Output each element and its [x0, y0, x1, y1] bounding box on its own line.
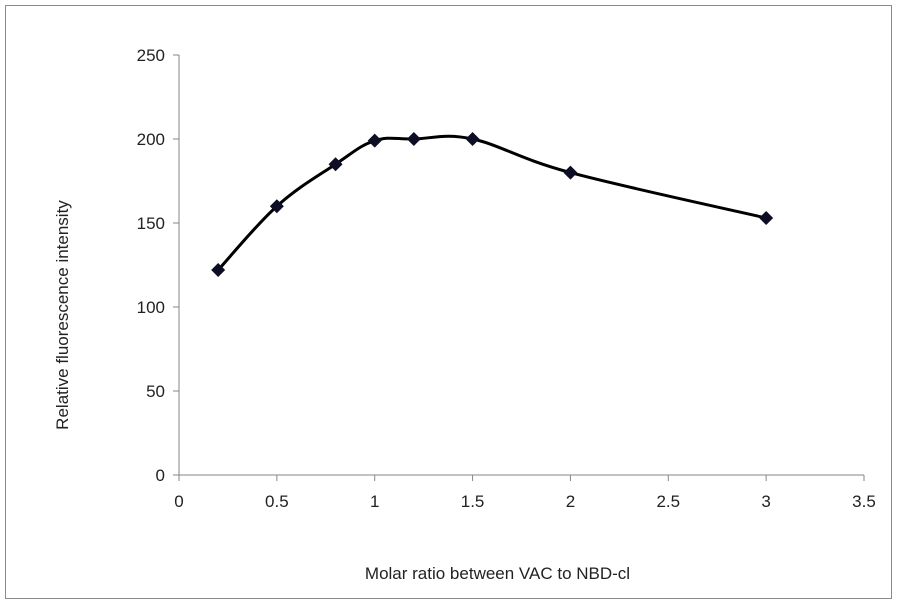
- data-point-marker: [328, 157, 343, 172]
- y-tick-label: 250: [137, 46, 165, 65]
- x-tick-label: 3.5: [852, 492, 876, 511]
- y-tick-label: 50: [146, 382, 165, 401]
- y-axis-title: Relative fluorescence intensity: [53, 200, 72, 430]
- y-axis-ticks: 0 50 100 150 200 250: [137, 46, 179, 485]
- x-tick-label: 1.5: [461, 492, 485, 511]
- x-tick-label: 2: [566, 492, 575, 511]
- x-axis-title: Molar ratio between VAC to NBD-cl: [365, 564, 630, 583]
- x-tick-label: 1: [370, 492, 379, 511]
- data-point-marker: [269, 199, 284, 214]
- y-tick-label: 100: [137, 298, 165, 317]
- data-point-marker: [563, 165, 578, 180]
- data-point-marker: [367, 133, 382, 148]
- y-tick-label: 0: [156, 466, 165, 485]
- x-tick-label: 0: [174, 492, 183, 511]
- y-tick-label: 150: [137, 214, 165, 233]
- line-chart: 0 0.5 1 1.5 2 2.5 3 3.5 0 50 100 150 200 250 Molar r…: [53, 46, 876, 583]
- data-point-marker: [406, 132, 421, 146]
- x-tick-label: 0.5: [265, 492, 289, 511]
- data-point-marker: [211, 263, 226, 278]
- data-markers: [211, 132, 774, 278]
- y-tick-label: 200: [137, 130, 165, 149]
- data-point-marker: [759, 210, 774, 225]
- series-line: [216, 134, 768, 272]
- x-tick-label: 2.5: [656, 492, 680, 511]
- chart-frame: 0 0.5 1 1.5 2 2.5 3 3.5 0 50 100 150 200 250 Molar r…: [5, 5, 892, 599]
- axes: 0 0.5 1 1.5 2 2.5 3 3.5 0 50 100 150 200 250: [137, 46, 876, 511]
- x-tick-label: 3: [761, 492, 770, 511]
- data-point-marker: [465, 132, 480, 146]
- x-axis-ticks: 0 0.5 1 1.5 2 2.5 3 3.5: [174, 475, 876, 511]
